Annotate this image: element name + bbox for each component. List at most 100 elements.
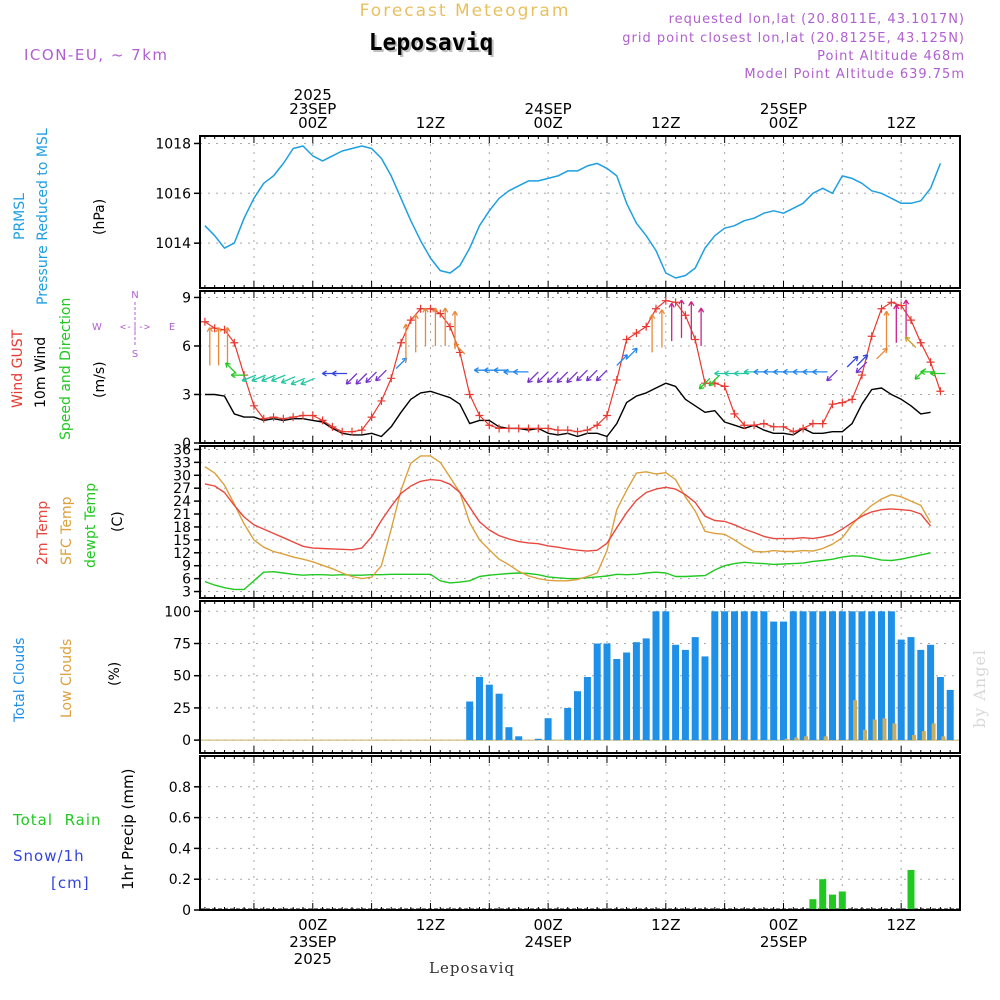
- gust-marker: [465, 390, 474, 399]
- panel-border: [199, 290, 961, 444]
- y-tick-label: 0.2: [169, 872, 191, 888]
- clouds-panel: 0 25 50 75 100: [164, 600, 961, 754]
- gust-marker: [612, 375, 621, 384]
- total-cloud-bar: [848, 611, 856, 741]
- wind-direction-arrow: [422, 307, 429, 346]
- prmsl-desc-label: Pressure Reduced to MSL: [35, 128, 51, 305]
- y-tick-label: 25: [173, 701, 191, 717]
- cloud-unit-label: (%): [107, 662, 123, 686]
- pressure-panel: 1014 1016 1018: [155, 135, 961, 289]
- wind-direction-arrow: [893, 304, 900, 343]
- point-altitude: Point Altitude 468m: [817, 49, 965, 64]
- y-tick-label: 12: [173, 546, 191, 562]
- low-cloud-bar: [872, 719, 877, 741]
- compass-east: E: [169, 322, 175, 333]
- gust-marker: [897, 301, 906, 310]
- gust-marker: [230, 338, 239, 347]
- gust-marker: [730, 409, 739, 418]
- gust-marker: [504, 424, 513, 433]
- total-cloud-bar: [495, 693, 503, 741]
- total-cloud-bar: [780, 621, 787, 741]
- top-time-label: 12Z: [416, 114, 445, 132]
- wind-direction-arrow: [708, 374, 721, 387]
- bottom-time-label: 2025: [294, 950, 332, 968]
- y-tick-label: 6: [182, 572, 191, 588]
- wind-direction-arrow: [876, 347, 888, 360]
- snow-label: Snow/1h: [13, 847, 85, 865]
- wind-direction-arrow: [402, 323, 410, 363]
- total-cloud-bar: [574, 691, 581, 741]
- gust-marker: [652, 304, 660, 313]
- low-cloud-bar: [941, 736, 946, 741]
- gust-marker: [916, 338, 925, 347]
- y-tick-label: 6: [182, 339, 191, 355]
- snow-unit-label: [cm]: [51, 874, 90, 892]
- total-cloud-bar: [887, 611, 895, 741]
- total-cloud-bar: [505, 727, 513, 741]
- wind-direction-arrow: [904, 336, 917, 349]
- gust-marker: [799, 424, 808, 433]
- wind-direction-arrow: [698, 377, 711, 390]
- wind-direction-arrow: [215, 327, 222, 366]
- top-time-label: 23SEP: [289, 100, 336, 118]
- y-tick-label: 3: [182, 387, 191, 403]
- wind-direction-arrow: [290, 377, 306, 386]
- requested-coords: requested lon,lat (20.8011E, 43.1017N): [669, 12, 965, 27]
- y-tick-label: 33: [173, 455, 191, 471]
- gust-marker: [906, 316, 915, 325]
- temp-unit-label: (C): [110, 511, 126, 532]
- total-cloud-bar: [858, 611, 866, 741]
- t2m-line: [204, 478, 932, 552]
- header-location: Leposaviq: [369, 30, 494, 56]
- wind-direction-arrow: [251, 374, 266, 383]
- y-tick-label: 0.4: [169, 841, 191, 857]
- gust-marker: [671, 298, 680, 307]
- total-cloud-bar: [838, 611, 846, 741]
- wind-direction-arrow: [451, 310, 459, 350]
- gust-marker: [308, 411, 317, 420]
- panel-border: [199, 445, 961, 599]
- total-cloud-bar: [809, 611, 817, 741]
- low-cloud-bar: [823, 736, 828, 741]
- y-tick-label: 0.8: [169, 780, 191, 796]
- total-cloud-bar: [701, 656, 709, 741]
- wind-direction-arrow: [453, 342, 466, 355]
- gust-marker: [877, 304, 886, 313]
- gust-marker: [426, 304, 435, 313]
- gust-marker: [632, 329, 641, 338]
- wind-direction-arrow: [826, 369, 838, 382]
- gust-marker: [779, 422, 788, 431]
- total-clouds-label: Total Clouds: [12, 638, 28, 723]
- bottom-time-label: 23SEP: [289, 933, 336, 951]
- gust-marker: [249, 401, 258, 410]
- total-cloud-bar: [740, 611, 748, 741]
- wind-direction-arrow: [883, 310, 890, 350]
- y-tick-label: 18: [173, 520, 191, 536]
- wind-direction-arrow: [365, 371, 377, 384]
- gust-marker: [642, 322, 651, 331]
- total-cloud-bar: [760, 611, 768, 741]
- total-cloud-bar: [897, 639, 905, 741]
- gust-marker: [387, 374, 396, 383]
- total-cloud-bar: [672, 644, 680, 741]
- bottom-time-label: 00Z: [298, 916, 327, 934]
- precip-unit-label: 1hr Precip (mm): [119, 769, 137, 890]
- top-time-label: 25SEP: [760, 100, 807, 118]
- total-cloud-bar: [564, 707, 572, 741]
- rain-bar: [907, 870, 915, 910]
- y-tick-label: 75: [173, 637, 191, 653]
- total-cloud-bar: [593, 643, 601, 741]
- total-cloud-bar: [917, 649, 925, 741]
- tsfc-label: SFC Temp: [59, 496, 75, 565]
- gust-marker: [514, 424, 523, 433]
- gust-marker: [553, 426, 562, 435]
- gust-marker: [681, 311, 690, 320]
- top-time-label: 00Z: [298, 114, 327, 132]
- total-cloud-bar: [789, 611, 797, 741]
- total-cloud-bar: [466, 701, 474, 741]
- total-cloud-bar: [681, 649, 689, 741]
- gust-marker: [259, 414, 268, 423]
- gust-marker: [416, 304, 425, 313]
- wind-unit-label: (m/s): [92, 361, 108, 398]
